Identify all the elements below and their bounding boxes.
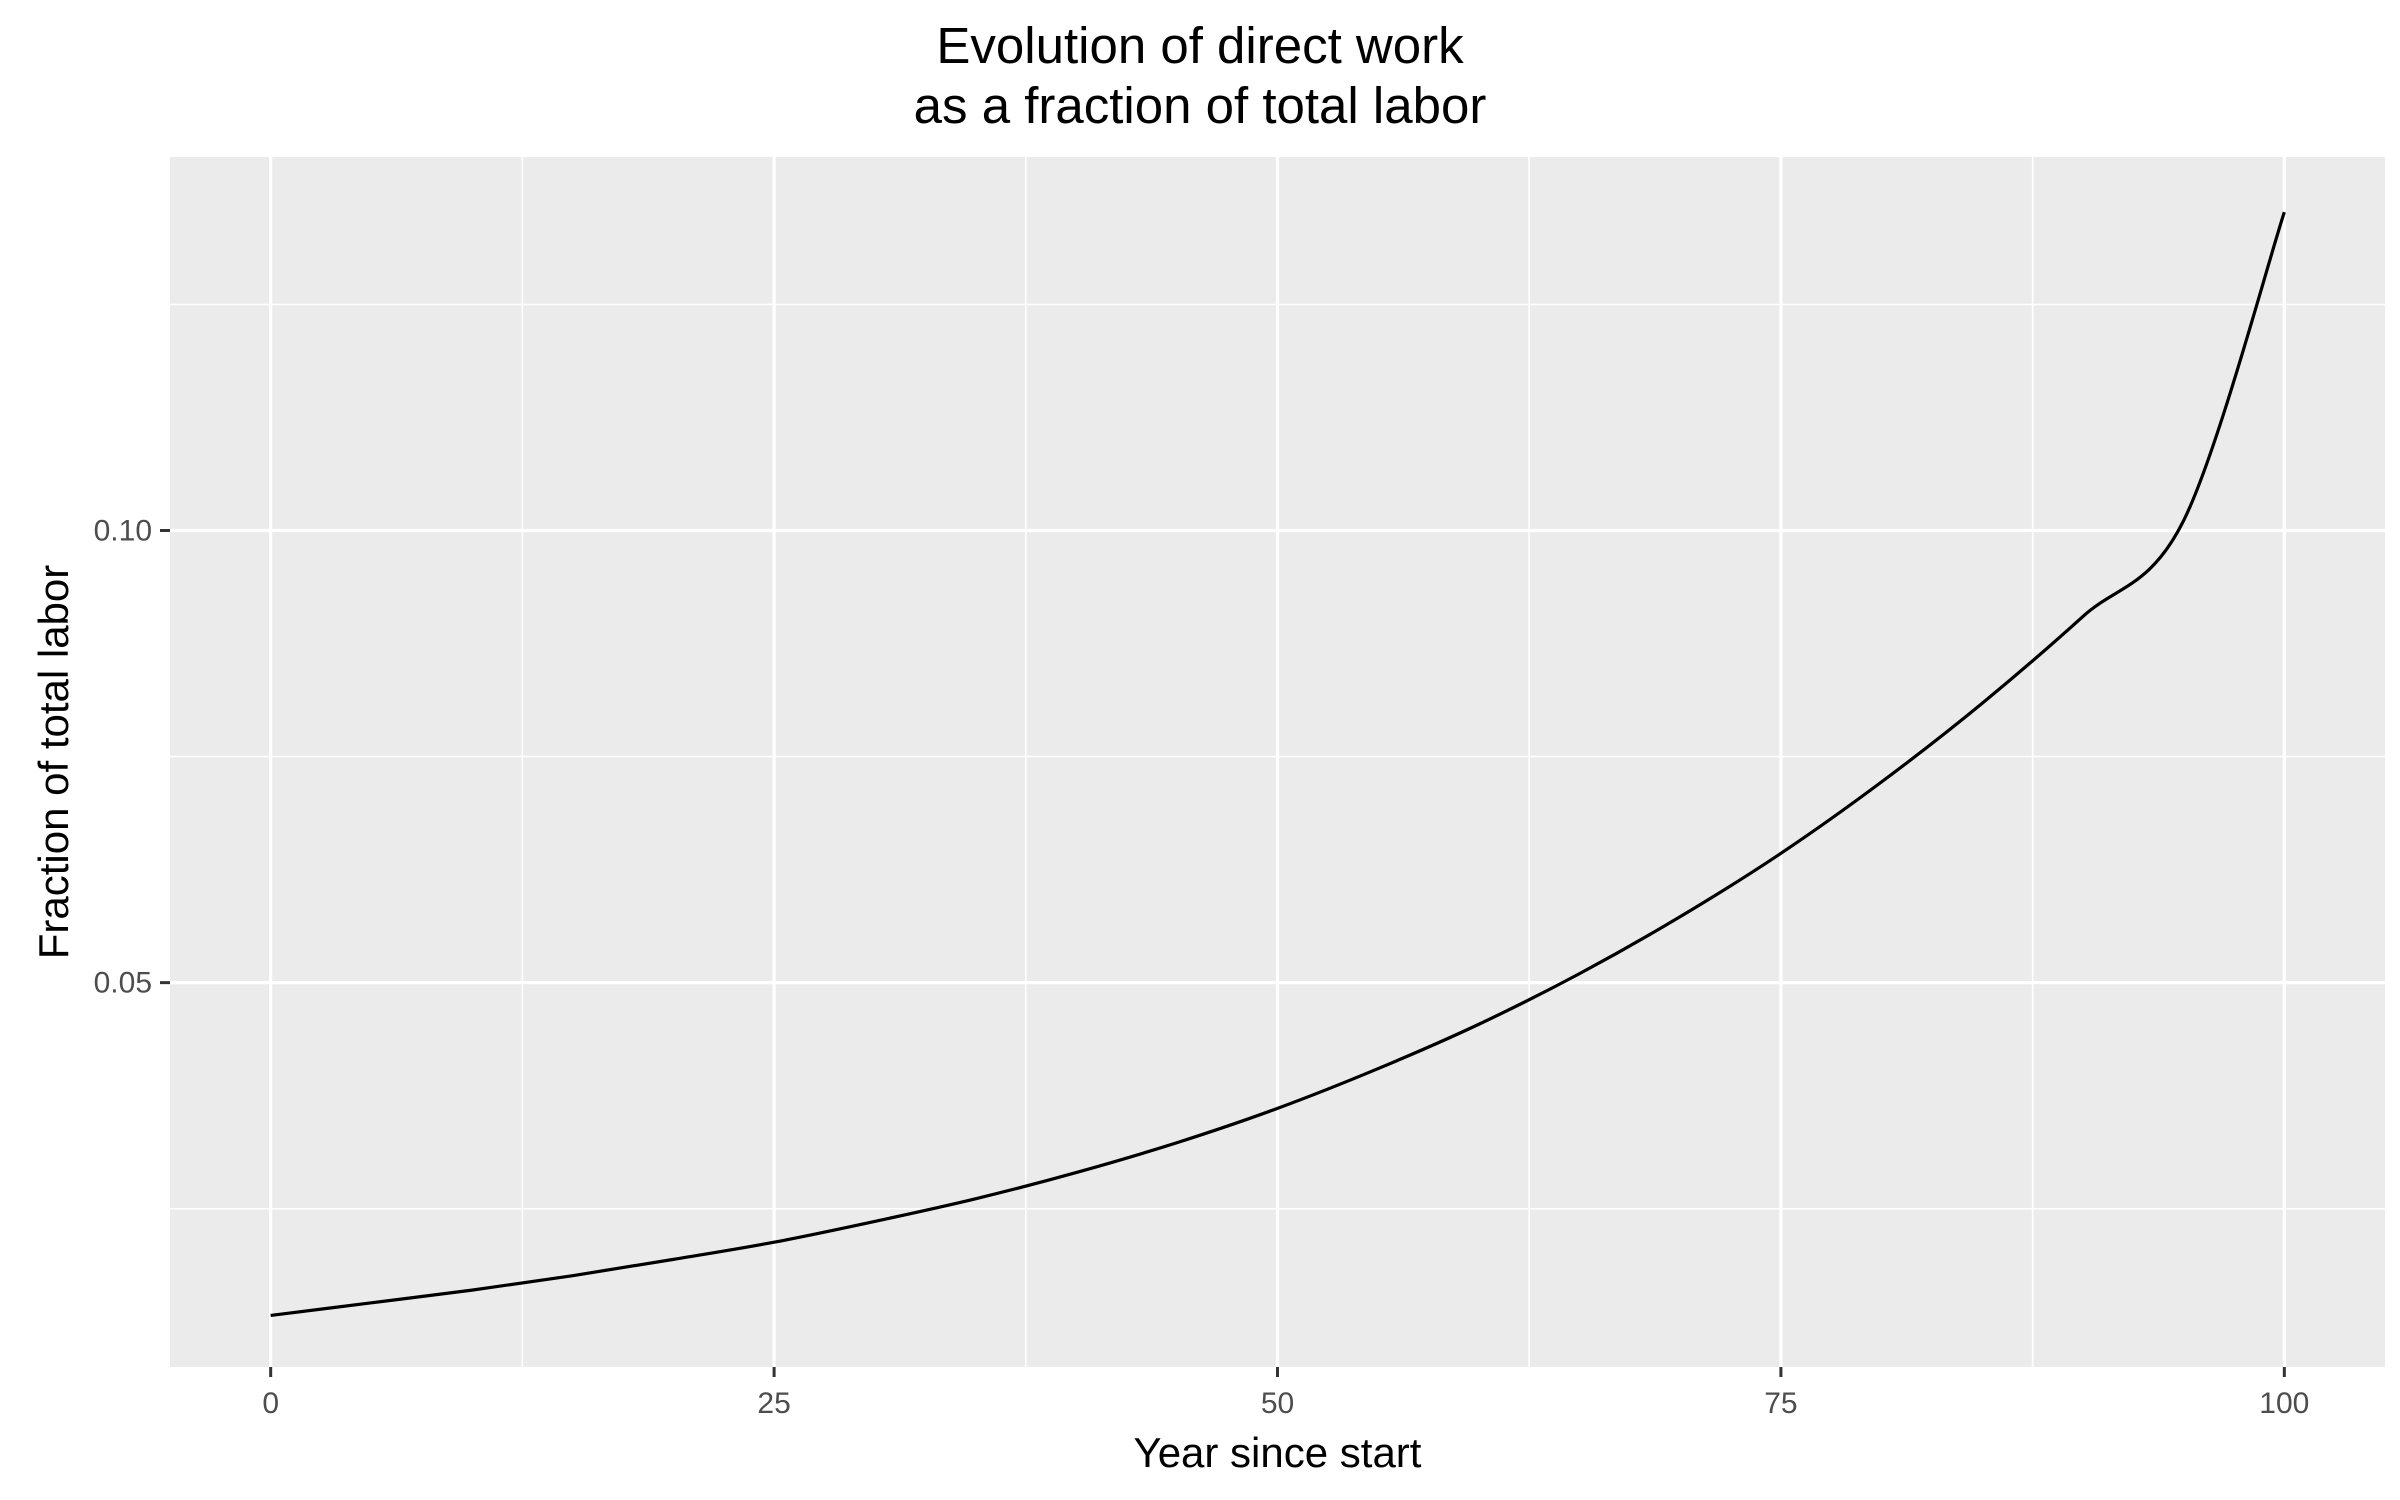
chart-title: Evolution of direct work as a fraction o… [0,16,2400,136]
chart-title-line-2: as a fraction of total labor [913,77,1487,134]
x-tick-label: 100 [2259,1387,2309,1420]
x-tick-label: 0 [262,1387,279,1420]
x-axis-title: Year since start [1134,1429,1422,1476]
series-line-0 [270,211,2286,1318]
major-gridlines [170,157,2385,1367]
chart-title-line-1: Evolution of direct work [936,17,1464,74]
y-axis-title: Fraction of total labor [30,565,77,960]
y-tick-label: 0.05 [94,967,152,1000]
x-tick-label: 25 [757,1387,790,1420]
x-tick-label: 50 [1261,1387,1294,1420]
series-layer [270,211,2286,1318]
y-tick-label: 0.10 [94,514,152,547]
x-tick-label: 75 [1764,1387,1797,1420]
axes: 0 25 50 75 100 0.05 0.10 [94,514,2310,1420]
